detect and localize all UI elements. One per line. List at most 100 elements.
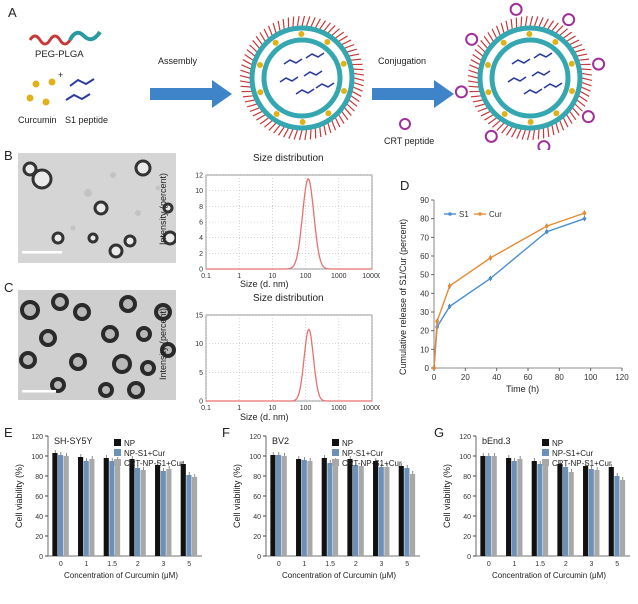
panel-letter-e: E [4, 425, 13, 440]
y-tick-label: 10 [195, 188, 203, 195]
outer-shell [249, 25, 355, 131]
bar-crt-np-s1-cur [517, 459, 523, 556]
bar-crt-np-s1-cur [358, 466, 364, 556]
peg-chain [483, 35, 491, 45]
peg-chain [240, 69, 251, 75]
scale-bar-b [22, 251, 62, 254]
x-tick-label: 1.5 [107, 561, 117, 568]
peg-chain [344, 107, 352, 116]
bar-np [373, 461, 379, 556]
peg-chain [282, 18, 285, 30]
x-tick-label: 0 [487, 561, 491, 568]
s1-peptide [523, 88, 543, 95]
peg-chain [521, 129, 527, 140]
peg-chain [542, 18, 549, 29]
bar-crt-np-s1-cur [191, 477, 198, 556]
peg-chain [537, 129, 540, 140]
crt-peptide [509, 2, 523, 16]
peg-chain [264, 120, 273, 128]
y-tick-label: 0 [199, 399, 203, 406]
peg-chain [239, 80, 251, 84]
dls-b-title: Size distribution [253, 153, 324, 164]
peg-chain [516, 128, 522, 139]
release-point-cur [432, 366, 436, 370]
s1-peptide [283, 58, 303, 65]
x-tick-label: 1000 [331, 273, 347, 280]
x-tick-label: 0 [432, 373, 437, 382]
bar-crt-np-s1-cur [384, 467, 390, 556]
y-tick-label: 2 [199, 251, 203, 258]
y-tick-label: 50 [420, 271, 429, 280]
peg-chain [335, 31, 345, 39]
y-tick-label: 0 [425, 364, 430, 373]
curcumin-dots [26, 78, 56, 106]
peg-chain [267, 25, 273, 36]
peg-chain [559, 28, 568, 36]
x-tick-label: 1 [513, 561, 517, 568]
x-tick-label: 100 [300, 405, 312, 412]
legend-label: NP [552, 439, 563, 448]
peg-chain [259, 32, 266, 42]
curcumin-dot [340, 60, 347, 67]
tem-image-c [18, 290, 176, 400]
tem-image-c-particles [18, 290, 176, 400]
y-tick-label: 20 [420, 327, 429, 336]
cell-line-label: bEnd.3 [482, 436, 511, 446]
x-tick-label: 5 [187, 561, 191, 568]
peg-chain [296, 15, 300, 27]
peg-chain [572, 107, 580, 116]
bar-np-s1-cur [563, 467, 569, 556]
y-tick-label: 120 [459, 434, 471, 441]
release-line-s1 [433, 218, 585, 369]
peg-chain [341, 111, 349, 121]
bar-np-s1-cur [58, 455, 64, 556]
y-tick-label: 40 [35, 514, 43, 521]
core [496, 44, 564, 112]
peg-chain [323, 22, 331, 32]
tem-image-b-particles [18, 153, 176, 263]
peg-chain [501, 124, 509, 134]
y-tick-label: 80 [253, 474, 261, 481]
legend-swatch [114, 459, 121, 466]
y-tick-label: 10 [420, 345, 429, 354]
panel-letter-b: B [4, 148, 13, 163]
legend-swatch [332, 449, 339, 456]
x-tick-label: 0 [277, 561, 281, 568]
curcumin-dot [553, 110, 560, 117]
x-axis-label: Concentration of Curcumin (μM) [492, 571, 606, 580]
x-tick-label: 0.1 [201, 405, 211, 412]
peg-chain [268, 122, 277, 131]
release-point-s1 [447, 304, 452, 309]
curcumin-dot [568, 60, 575, 67]
bar-np [506, 458, 512, 556]
peg-chain [487, 117, 497, 125]
s1-peptide [507, 76, 527, 83]
peg-chain [277, 20, 281, 31]
peg-chain [578, 95, 588, 103]
bar-np-s1-cur [186, 475, 192, 556]
x-tick-label: 1 [85, 561, 89, 568]
peg-chain [576, 99, 586, 107]
peg-chain [551, 22, 559, 32]
x-axis-label: Concentration of Curcumin (μM) [64, 571, 178, 580]
y-tick-label: 60 [420, 252, 429, 261]
cell-line-label: BV2 [272, 436, 289, 446]
peg-chain [532, 129, 536, 141]
y-tick-label: 8 [199, 204, 203, 211]
peg-chain [500, 22, 505, 34]
peg-chain [469, 64, 480, 70]
peg-chain [240, 85, 251, 88]
x-tick-label: 10000 [362, 273, 380, 280]
x-tick-label: 2 [564, 561, 568, 568]
peg-chain [327, 122, 332, 134]
x-tick-label: 0.1 [201, 273, 211, 280]
peg-chain [505, 126, 513, 136]
peg-chain [472, 99, 483, 103]
peg-chain [338, 114, 345, 124]
y-tick-label: 40 [463, 514, 471, 521]
x-tick-label: 1.5 [535, 561, 545, 568]
peg-chain [263, 28, 270, 39]
release-point-cur [447, 284, 452, 288]
bar-np-s1-cur [588, 469, 594, 556]
peg-chain [505, 20, 509, 31]
